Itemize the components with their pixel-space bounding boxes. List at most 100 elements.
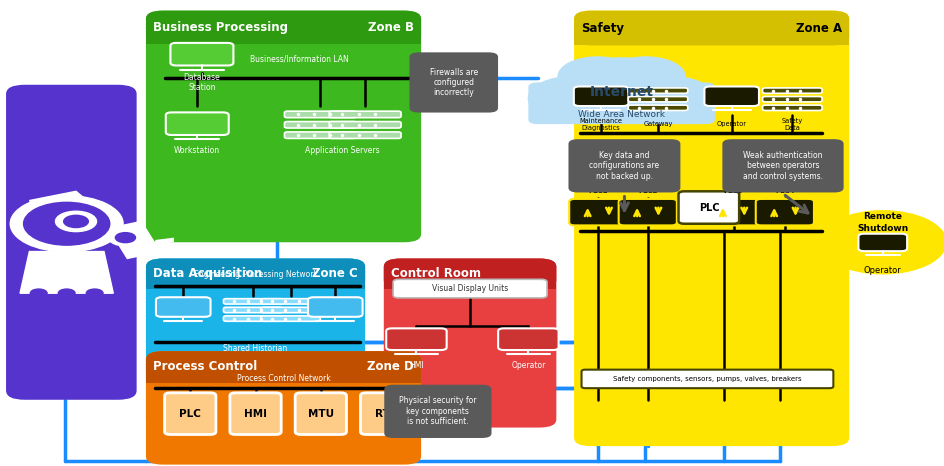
FancyBboxPatch shape <box>329 132 400 138</box>
FancyBboxPatch shape <box>261 299 320 304</box>
FancyBboxPatch shape <box>284 111 356 117</box>
Bar <box>145 367 421 383</box>
FancyBboxPatch shape <box>6 85 137 400</box>
Circle shape <box>59 289 75 297</box>
Text: Application Servers: Application Servers <box>304 146 379 155</box>
FancyBboxPatch shape <box>284 122 356 128</box>
Polygon shape <box>29 192 123 240</box>
FancyBboxPatch shape <box>383 259 556 427</box>
Circle shape <box>86 289 103 297</box>
Bar <box>145 274 364 288</box>
Text: Process Control: Process Control <box>153 360 258 373</box>
Text: PLC3: PLC3 <box>723 188 743 194</box>
Bar <box>145 27 421 44</box>
Text: Safety components, sensors, pumps, valves, breakers: Safety components, sensors, pumps, valve… <box>613 376 801 382</box>
Text: Shared Historian: Shared Historian <box>223 344 287 353</box>
Text: Zone A: Zone A <box>795 21 841 34</box>
FancyBboxPatch shape <box>857 234 906 251</box>
FancyBboxPatch shape <box>360 393 412 434</box>
FancyBboxPatch shape <box>261 316 320 321</box>
FancyBboxPatch shape <box>145 11 421 44</box>
Text: Zone D: Zone D <box>366 360 413 373</box>
Circle shape <box>558 58 684 121</box>
Circle shape <box>30 289 47 297</box>
FancyBboxPatch shape <box>156 297 211 317</box>
FancyBboxPatch shape <box>568 199 627 226</box>
FancyBboxPatch shape <box>762 105 821 110</box>
FancyBboxPatch shape <box>703 87 758 106</box>
Circle shape <box>56 211 96 232</box>
Text: HMI: HMI <box>409 361 423 370</box>
Text: HMI: HMI <box>244 409 267 418</box>
Circle shape <box>606 57 684 96</box>
FancyBboxPatch shape <box>145 259 364 288</box>
FancyBboxPatch shape <box>165 112 228 135</box>
FancyBboxPatch shape <box>329 122 400 128</box>
FancyBboxPatch shape <box>223 299 282 304</box>
FancyBboxPatch shape <box>497 329 558 350</box>
Text: PLC4: PLC4 <box>774 188 794 194</box>
Text: Operator: Operator <box>863 266 901 274</box>
FancyBboxPatch shape <box>573 11 849 45</box>
FancyBboxPatch shape <box>628 96 687 102</box>
Text: Safety
Data: Safety Data <box>781 117 802 130</box>
Text: Gateway: Gateway <box>643 121 672 127</box>
FancyBboxPatch shape <box>145 259 364 427</box>
FancyBboxPatch shape <box>384 385 491 438</box>
Text: Operator: Operator <box>511 361 545 370</box>
Circle shape <box>109 229 143 246</box>
FancyBboxPatch shape <box>261 307 320 313</box>
Text: Internet: Internet <box>589 85 653 99</box>
Circle shape <box>63 215 88 227</box>
FancyBboxPatch shape <box>223 307 282 313</box>
FancyBboxPatch shape <box>284 132 356 138</box>
Circle shape <box>24 202 110 245</box>
Bar <box>573 28 849 45</box>
Circle shape <box>558 57 636 96</box>
Circle shape <box>115 233 135 243</box>
FancyBboxPatch shape <box>581 370 833 388</box>
FancyBboxPatch shape <box>568 139 680 192</box>
Polygon shape <box>20 252 113 293</box>
Text: Maintenance
Diagnostics: Maintenance Diagnostics <box>579 117 622 130</box>
FancyBboxPatch shape <box>721 139 843 192</box>
FancyBboxPatch shape <box>573 11 849 446</box>
Text: Shutdown: Shutdown <box>856 224 907 233</box>
FancyBboxPatch shape <box>145 11 421 242</box>
FancyBboxPatch shape <box>295 393 346 434</box>
FancyBboxPatch shape <box>223 316 282 321</box>
Text: Business Processing: Business Processing <box>153 21 288 34</box>
Polygon shape <box>109 221 160 259</box>
Text: PLC: PLC <box>699 203 719 212</box>
Text: Safety: Safety <box>581 21 624 34</box>
FancyBboxPatch shape <box>703 199 762 226</box>
FancyBboxPatch shape <box>528 82 715 124</box>
Text: Data Acquisition: Data Acquisition <box>153 267 262 280</box>
FancyBboxPatch shape <box>170 43 233 66</box>
Text: RTU: RTU <box>374 409 397 418</box>
FancyBboxPatch shape <box>618 199 676 226</box>
Text: Key data and
configurations are
not backed up.: Key data and configurations are not back… <box>589 151 659 181</box>
Bar <box>383 274 556 288</box>
FancyBboxPatch shape <box>164 393 215 434</box>
Text: Zone B: Zone B <box>367 21 413 34</box>
Circle shape <box>625 76 715 121</box>
Text: Weak authentication
between operators
and control systems.: Weak authentication between operators an… <box>742 151 822 181</box>
FancyBboxPatch shape <box>762 88 821 93</box>
Text: PLC1: PLC1 <box>588 188 607 194</box>
Circle shape <box>818 211 944 274</box>
Text: Engineering Processing Network: Engineering Processing Network <box>194 270 317 279</box>
FancyBboxPatch shape <box>229 393 281 434</box>
Text: Control Room: Control Room <box>391 267 480 280</box>
Text: MTU: MTU <box>308 409 333 418</box>
FancyBboxPatch shape <box>628 88 687 93</box>
Text: Zone C: Zone C <box>312 267 357 280</box>
Text: PLC2: PLC2 <box>637 188 657 194</box>
FancyBboxPatch shape <box>409 52 497 113</box>
FancyBboxPatch shape <box>145 351 421 383</box>
Text: Operator: Operator <box>716 121 746 127</box>
Text: Remote: Remote <box>863 212 902 221</box>
FancyBboxPatch shape <box>762 96 821 102</box>
Text: Database
Station: Database Station <box>183 73 220 92</box>
FancyBboxPatch shape <box>145 351 421 465</box>
